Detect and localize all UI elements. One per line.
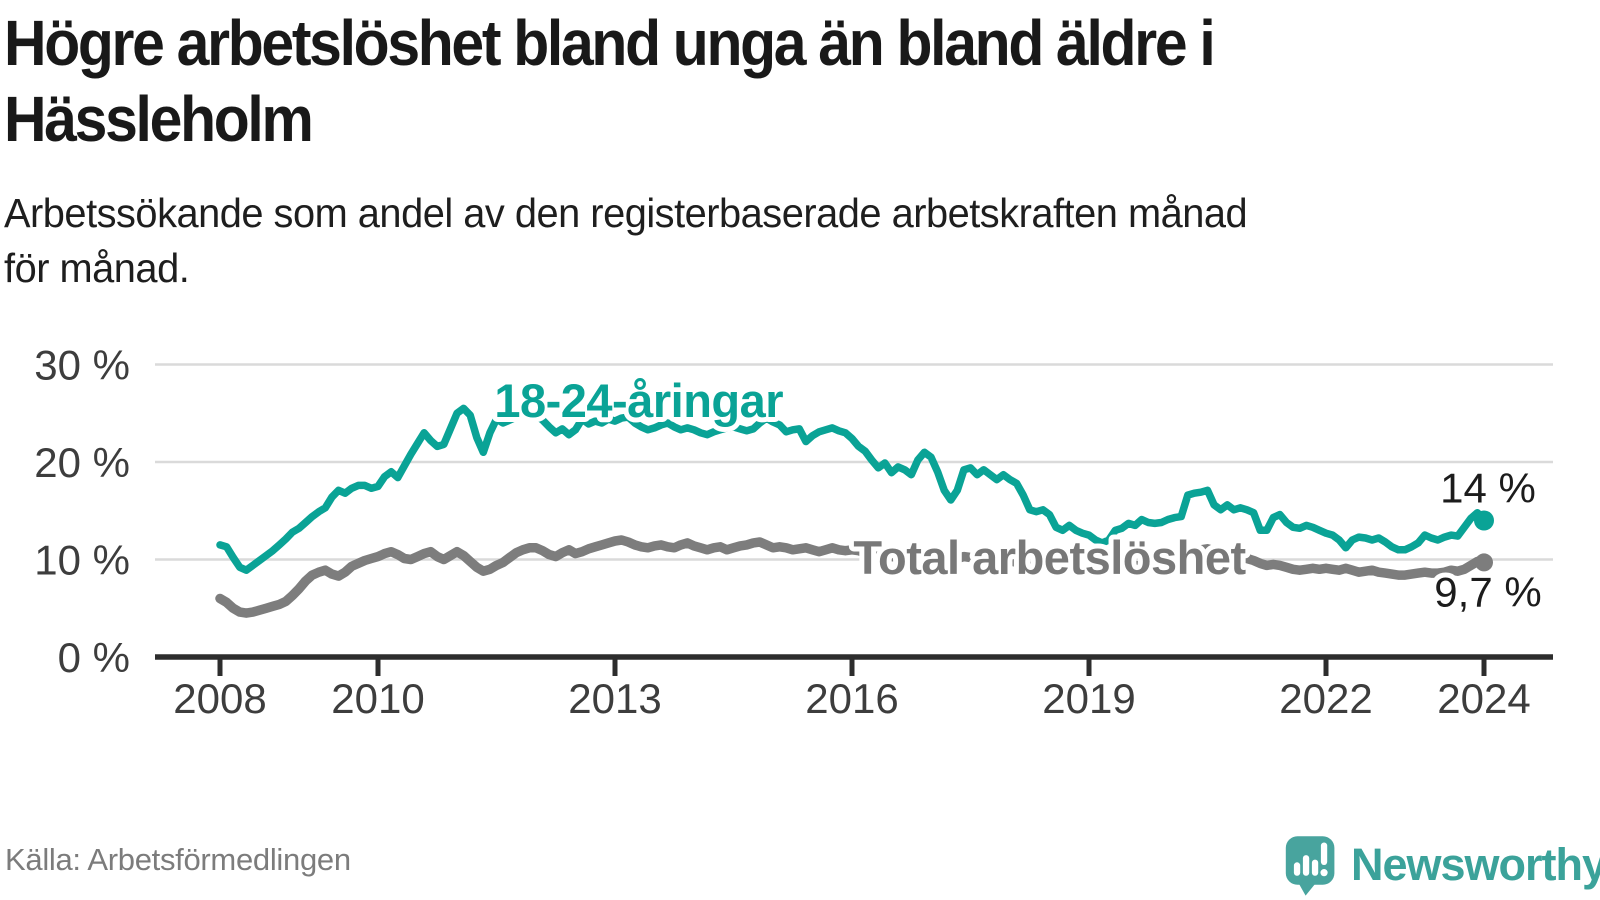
series-label-total: Total arbetslöshet	[853, 531, 1246, 584]
y-axis-tick-label: 0 %	[58, 634, 130, 681]
y-axis-tick-label: 30 %	[34, 342, 130, 389]
newsworthy-logo-text: Newsworthy	[1351, 839, 1600, 890]
newsworthy-logo: Newsworthy	[1284, 834, 1600, 896]
series-line-total	[215, 535, 1489, 618]
series-end-dot-total	[1475, 553, 1493, 572]
end-value-label-total: 9,7 %	[1434, 568, 1541, 615]
x-axis-tick-label: 2019	[1042, 675, 1135, 722]
x-axis-tick-label: 2013	[568, 675, 661, 722]
x-axis-tick-label: 2022	[1279, 675, 1372, 722]
source-note: Källa: Arbetsförmedlingen	[5, 842, 351, 877]
y-axis-tick-label: 10 %	[34, 537, 130, 584]
series-label-youth: 18-24-åringar	[494, 374, 783, 427]
series-line-youth	[216, 404, 1488, 574]
newsworthy-logo-icon	[1285, 836, 1335, 896]
end-value-label-youth: 14 %	[1440, 465, 1536, 512]
x-axis-tick-label: 2024	[1437, 675, 1530, 722]
chart-title: Högre arbetslöshet bland unga än bland ä…	[4, 7, 1216, 155]
x-axis-tick-label: 2008	[173, 675, 266, 722]
y-axis-tick-label: 20 %	[34, 439, 130, 486]
x-axis-tick-label: 2010	[331, 675, 424, 722]
series-end-dot-youth	[1474, 510, 1494, 531]
chart-subtitle: Arbetssökande som andel av den registerb…	[4, 190, 1248, 291]
x-axis-tick-label: 2016	[805, 675, 898, 722]
